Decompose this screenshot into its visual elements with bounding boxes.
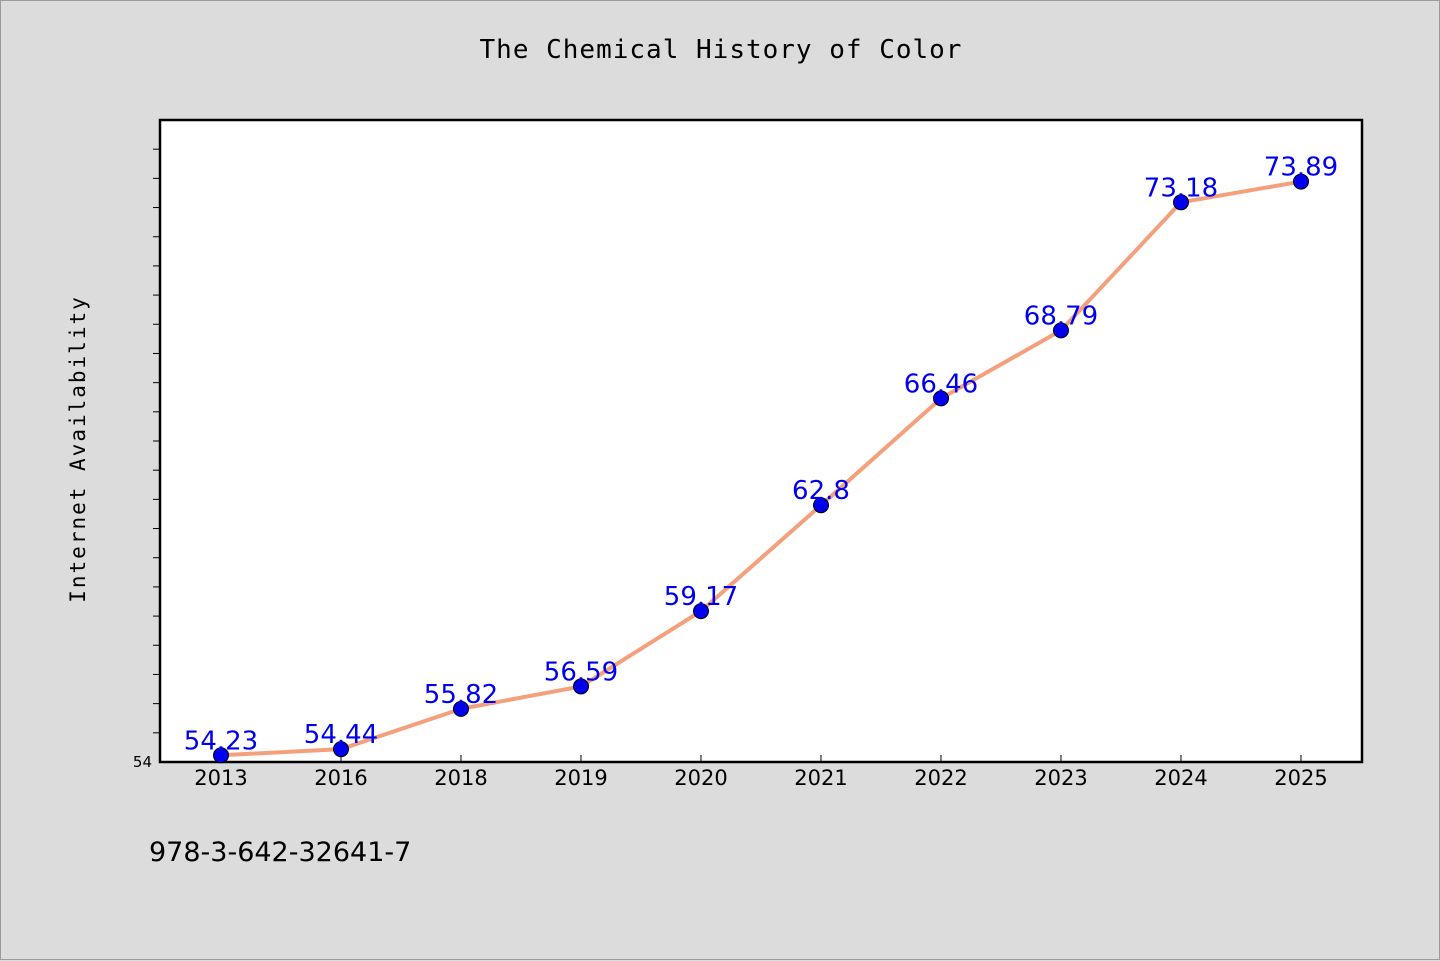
data-label: 62.8 [792,476,850,506]
data-label: 73.89 [1264,153,1338,183]
data-point [573,678,589,695]
data-point [693,603,709,620]
plot-area [158,118,1364,764]
data-point [1053,322,1069,339]
data-label: 68.79 [1024,301,1098,331]
x-tick-label: 2021 [794,766,847,790]
data-label: 55.82 [424,680,498,710]
data-label: 59.17 [664,582,738,612]
x-tick-label: 2020 [674,766,727,790]
data-point [1173,194,1189,211]
data-point [213,747,229,764]
x-tick-label: 2022 [914,766,967,790]
x-tick-label: 2024 [1154,766,1207,790]
x-tick-label: 2013 [194,766,247,790]
data-label: 56.59 [544,657,618,687]
data-label: 73.18 [1144,173,1218,203]
data-label: 54.44 [304,720,378,750]
chart-title: The Chemical History of Color [479,35,963,65]
x-tick-label: 2018 [434,766,487,790]
data-label: 66.46 [904,369,978,399]
data-point [813,497,829,514]
data-label: 54.23 [184,726,258,756]
x-tick-label: 2016 [314,766,367,790]
x-tick-label: 2023 [1034,766,1087,790]
data-point [453,700,469,717]
x-tick-label: 2019 [554,766,607,790]
data-point [933,390,949,407]
x-tick-label: 2025 [1274,766,1327,790]
isbn-text: 978-3-642-32641-7 [149,837,412,868]
data-point [333,741,349,758]
series-line [219,179,1303,758]
data-point [1293,173,1309,190]
y-tick-label: 54 [133,753,152,771]
